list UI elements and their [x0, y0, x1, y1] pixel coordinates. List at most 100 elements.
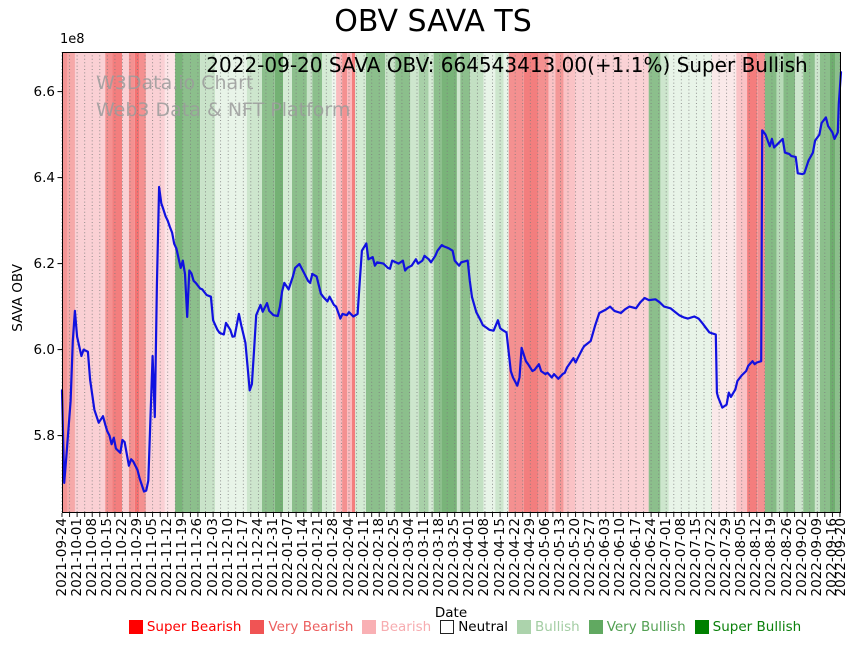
legend-swatch-bullish	[517, 620, 532, 634]
legend-item-super-bearish: Super Bearish	[128, 619, 241, 635]
legend-label: Bullish	[535, 619, 580, 635]
watermark: W3Data.io Chart Web3 Data & NFT Platform	[96, 70, 350, 124]
x-tick-label: 2022-01-14	[295, 518, 312, 597]
background-band	[495, 52, 504, 513]
plot-area	[57, 52, 843, 517]
x-tick-label: 2022-05-27	[582, 518, 599, 597]
y-tick-label: 6.2	[33, 255, 55, 272]
background-band	[112, 52, 122, 513]
background-band	[783, 52, 796, 513]
x-tick-label: 2021-11-26	[189, 518, 206, 597]
background-band	[648, 52, 661, 513]
chart-title: OBV SAVA TS	[334, 4, 532, 39]
background-band	[128, 52, 135, 513]
background-band	[395, 52, 411, 513]
legend-swatch-very-bullish	[588, 620, 603, 634]
background-band	[418, 52, 429, 513]
background-band	[262, 52, 275, 513]
background-band	[582, 52, 649, 513]
x-tick-label: 2022-04-22	[506, 518, 523, 597]
x-tick-label: 2021-10-15	[98, 518, 115, 597]
background-band	[442, 52, 457, 513]
background-band	[292, 52, 307, 513]
background-band	[322, 52, 332, 513]
x-tick-label: 2022-07-01	[657, 518, 674, 597]
x-tick-label: 2022-07-15	[687, 518, 704, 597]
background-band	[246, 52, 262, 513]
x-tick-label: 2021-09-24	[53, 518, 70, 597]
legend: Super Bearish Very Bearish Bearish Neutral B…	[75, 619, 855, 635]
x-axis-title: Date	[434, 605, 468, 621]
x-tick-label: 2022-09-20	[832, 518, 849, 597]
legend-label: Very Bearish	[268, 619, 354, 635]
x-tick-label: 2022-04-08	[476, 518, 493, 597]
background-band	[483, 52, 496, 513]
x-tick-label: 2021-11-05	[144, 518, 161, 597]
x-tick-label: 2022-09-09	[808, 518, 825, 597]
background-band	[347, 52, 353, 513]
obv-line	[60, 71, 843, 493]
legend-item-super-bullish: Super Bullish	[694, 619, 802, 635]
x-tick-label: 2022-07-08	[672, 518, 689, 597]
x-tick-label: 2021-10-08	[83, 518, 100, 597]
legend-item-bearish: Bearish	[362, 619, 431, 635]
background-band	[736, 52, 748, 513]
background-band	[456, 52, 461, 513]
background-band	[508, 52, 524, 513]
background-band	[428, 52, 434, 513]
legend-label: Very Bullish	[606, 619, 686, 635]
background-band	[563, 52, 576, 513]
x-tick-label: 2021-10-29	[129, 518, 146, 597]
x-tick-label: 2021-10-01	[68, 518, 85, 597]
background-band	[660, 52, 669, 513]
background-band	[200, 52, 215, 513]
x-tick-label: 2022-01-07	[280, 518, 297, 597]
background-band	[555, 52, 564, 513]
legend-label: Super Bullish	[712, 619, 802, 635]
x-tick-label: 2022-01-28	[325, 518, 342, 597]
background-band	[385, 52, 396, 513]
background-band	[538, 52, 549, 513]
legend-swatch-very-bearish	[250, 620, 265, 634]
x-tick-label: 2022-02-25	[385, 518, 402, 597]
x-tick-label: 2022-08-19	[763, 518, 780, 597]
x-tick-label: 2022-08-05	[733, 518, 750, 597]
background-band	[366, 52, 386, 513]
x-tick-label: 2022-03-18	[431, 518, 448, 597]
background-band	[62, 52, 67, 513]
background-band	[814, 52, 820, 513]
x-tick-label: 2022-06-10	[612, 518, 629, 597]
legend-label: Neutral	[458, 619, 509, 635]
background-band	[336, 52, 343, 513]
y-offset-label: 1e8	[60, 32, 85, 47]
background-band	[275, 52, 283, 513]
background-band	[352, 52, 356, 513]
background-band	[503, 52, 509, 513]
x-tick-label: 2021-10-22	[113, 518, 130, 597]
legend-item-bullish: Bullish	[517, 619, 580, 635]
legend-item-very-bearish: Very Bearish	[250, 619, 353, 635]
y-tick-label: 6.6	[33, 83, 55, 100]
chart-subtitle: 2022-09-20 SAVA OBV: 664543413.00(+1.1%)…	[206, 53, 808, 77]
background-band	[342, 52, 348, 513]
background-band	[795, 52, 804, 513]
plot-border	[62, 52, 841, 513]
background-band	[835, 52, 841, 513]
x-tick-label: 2022-07-22	[703, 518, 720, 597]
x-tick-label: 2022-02-11	[355, 518, 372, 597]
background-band	[105, 52, 113, 513]
background-band	[803, 52, 815, 513]
legend-label: Bearish	[380, 619, 432, 635]
background-band	[283, 52, 293, 513]
background-band	[134, 52, 139, 513]
background-band	[67, 52, 75, 513]
legend-swatch-bearish	[362, 620, 377, 634]
x-tick-label: 2022-09-02	[793, 518, 810, 597]
background-band	[332, 52, 337, 513]
legend-swatch-super-bullish	[694, 620, 709, 634]
x-tick-label: 2022-06-17	[627, 518, 644, 597]
background-band	[523, 52, 539, 513]
background-band	[747, 52, 758, 513]
legend-item-very-bullish: Very Bullish	[588, 619, 686, 635]
